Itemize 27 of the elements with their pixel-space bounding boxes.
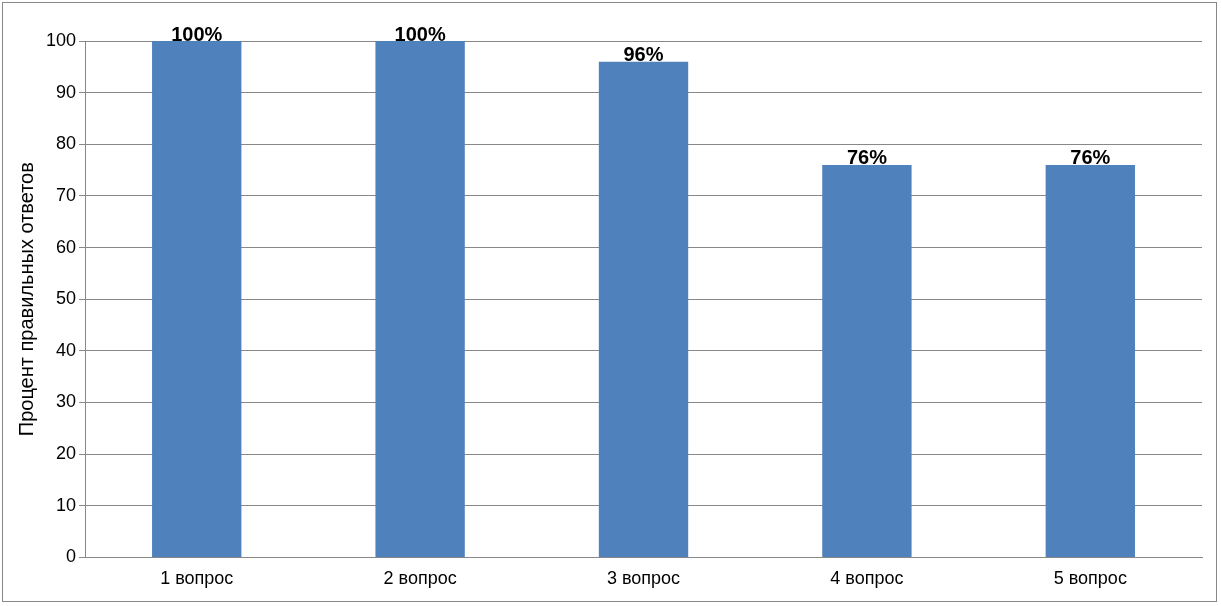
x-tick-label: 1 вопрос — [160, 568, 234, 589]
x-tick-label: 4 вопрос — [830, 568, 904, 589]
y-tick-label: 100 — [45, 29, 77, 50]
y-axis-title: Процент правильных ответов — [14, 162, 37, 437]
data-label: 96% — [623, 43, 664, 66]
x-tick-label: 5 вопрос — [1053, 568, 1127, 589]
y-tick-label: 20 — [56, 443, 77, 464]
y-tick-label: 70 — [56, 184, 77, 205]
y-tick-label: 50 — [56, 288, 77, 309]
y-tick-label: 10 — [56, 494, 77, 515]
y-tick-label: 60 — [56, 236, 77, 257]
data-label: 100% — [394, 22, 446, 45]
y-tick-label: 40 — [56, 339, 77, 360]
x-tick-label: 2 вопрос — [383, 568, 457, 589]
y-tick-label: 30 — [56, 391, 77, 412]
data-label: 76% — [846, 146, 888, 169]
bar — [375, 41, 465, 557]
bar — [598, 61, 689, 557]
bar — [152, 41, 242, 557]
y-tick-label: 0 — [66, 546, 77, 567]
y-tick-label: 80 — [56, 133, 77, 154]
bar — [1045, 164, 1135, 557]
y-tick-label: 90 — [56, 81, 77, 102]
data-label: 100% — [171, 22, 223, 45]
bar — [822, 164, 912, 557]
x-tick-label: 3 вопрос — [606, 568, 681, 589]
data-label: 76% — [1070, 146, 1111, 169]
